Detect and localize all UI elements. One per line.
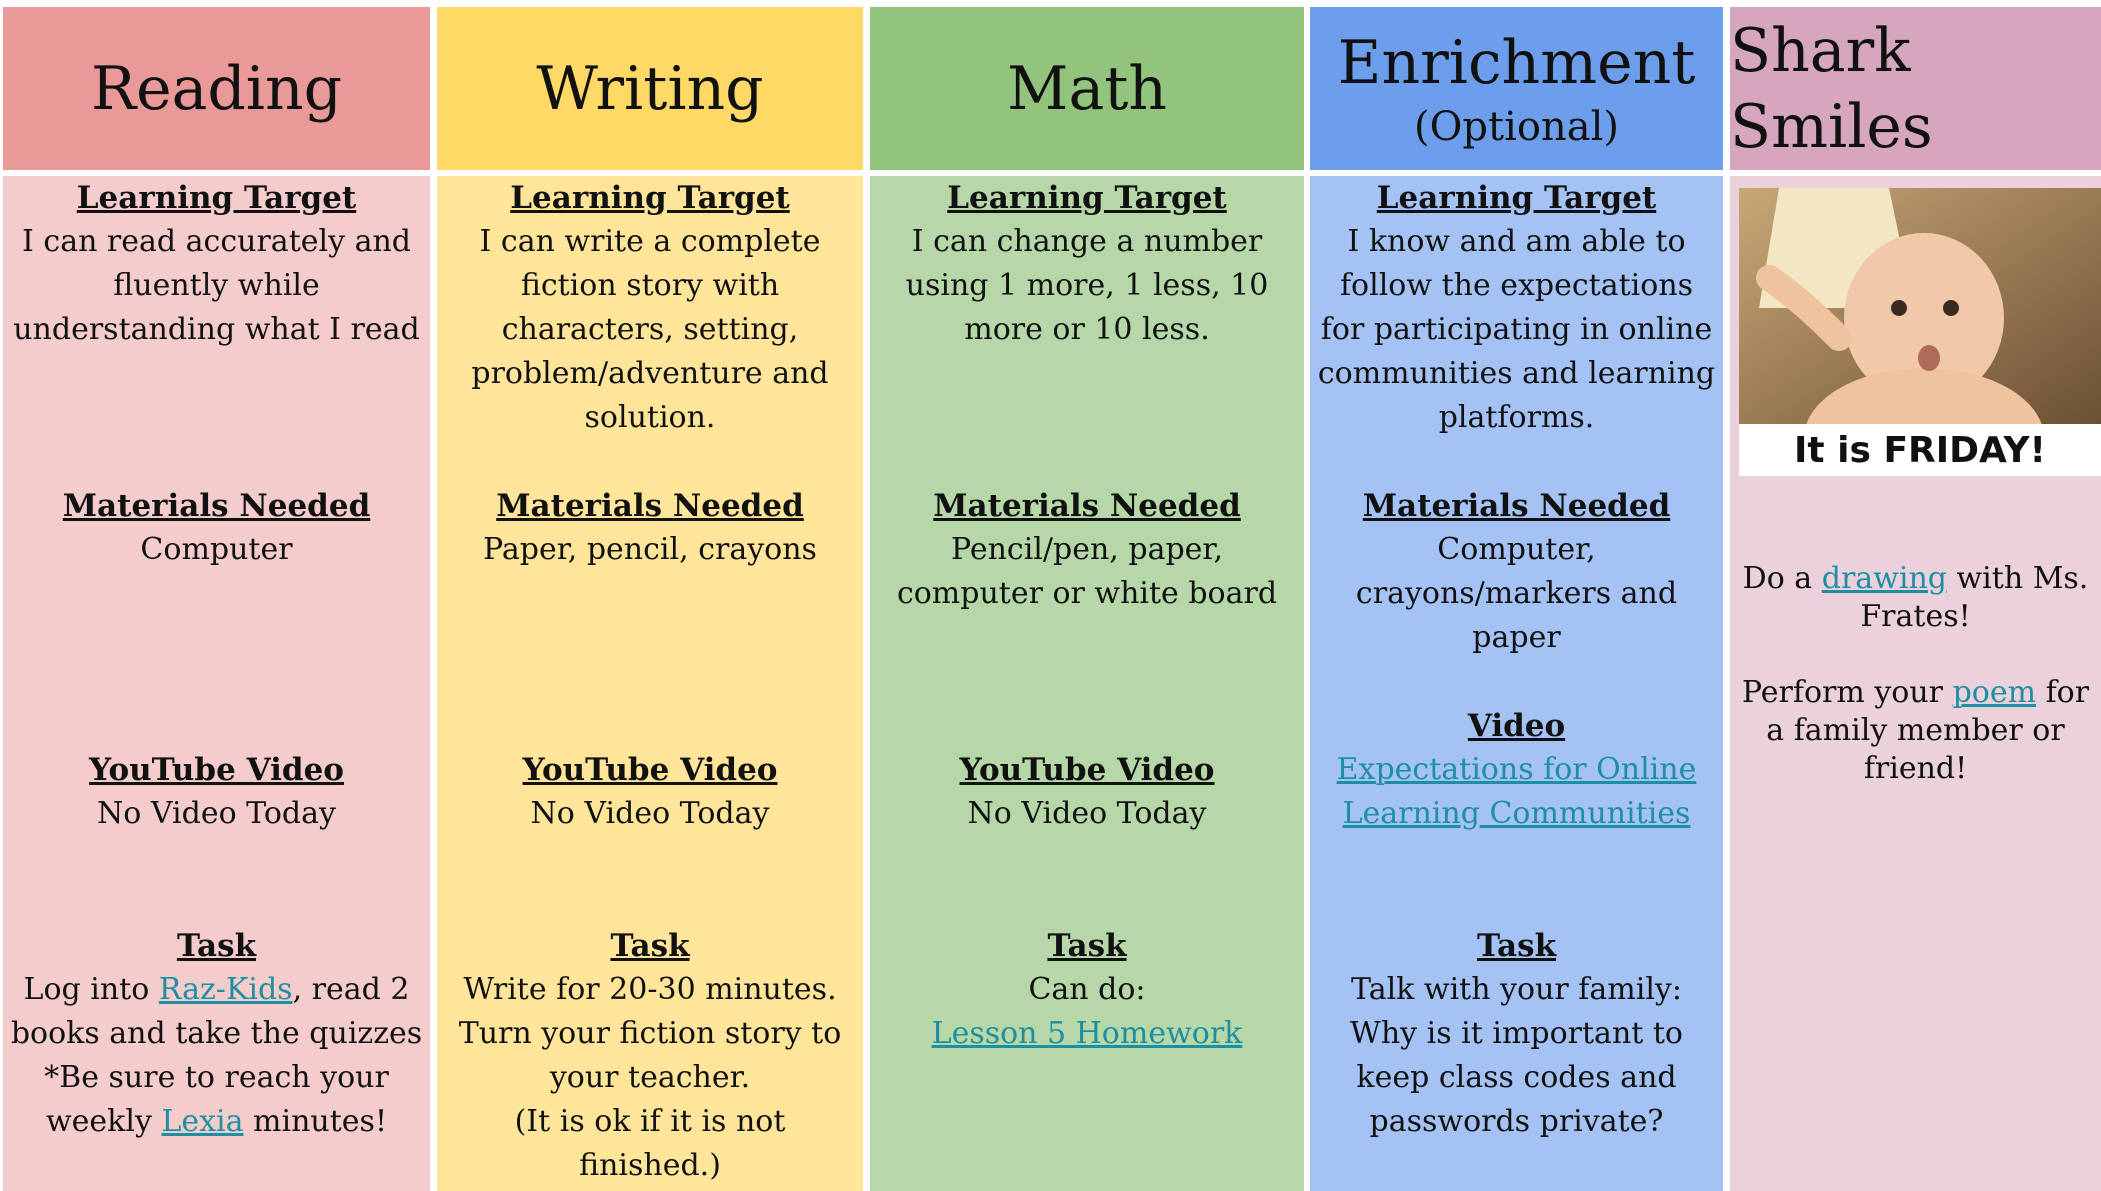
section-heading: Materials Needed [496,488,804,524]
section: Do a drawing with Ms. Frates! [1734,560,2097,636]
section-text: Log into [23,972,159,1007]
section: Learning Target I can read accurately and… [9,176,424,352]
section-heading: YouTube Video [89,752,344,788]
section-text: I can write a complete fiction story wit… [471,224,829,435]
section: Materials Needed Pencil/pen, paper, compu… [876,484,1298,616]
section-heading: Task [1476,928,1557,964]
column: Enrichment (Optional) Learning Target I kn… [1310,0,1723,1191]
section: Materials Needed Computer, crayons/marker… [1316,484,1717,660]
section-text: Paper, pencil, crayons [483,532,817,567]
section-text: No Video Today [967,796,1207,831]
column-title: Writing [536,53,764,124]
section: Video Expectations for Online Learning Co… [1316,704,1717,836]
section: Task Log into Raz-Kids, read 2 books and… [9,924,424,1144]
section-heading: Learning Target [1376,180,1657,216]
link[interactable]: drawing [1821,561,1947,596]
section: YouTube Video No Video Today [9,748,424,836]
section-heading: Task [610,928,690,964]
column-title: Enrichment [1337,27,1696,98]
column: Reading Learning Target I can read accura… [3,0,430,1191]
section: Learning Target I know and am able to fol… [1316,176,1717,440]
column-subtitle: (Optional) [1414,103,1619,150]
section-text: Pencil/pen, paper, computer or white boa… [896,532,1278,611]
photo: It is FRIDAY! [1739,188,2101,476]
section-text: I can read accurately and fluently while… [13,224,420,347]
section: Learning Target I can write a complete fi… [443,176,857,440]
section-text: I can change a number using 1 more, 1 le… [905,224,1269,347]
column-body: Learning Target I can write a complete fi… [437,176,863,1191]
column-header: Reading [3,7,430,170]
section-heading: Materials Needed [62,488,371,524]
column-body: Learning Target I can change a number usi… [870,176,1304,1191]
section-text: for a family member or friend! [1766,675,2090,786]
photo-caption: It is FRIDAY! [1794,430,2046,471]
section-heading: Materials Needed [1362,488,1671,524]
section: YouTube Video No Video Today [443,748,857,836]
section-text: Do a [1742,561,1822,596]
section-heading: Materials Needed [933,488,1241,524]
column: Math Learning Target I can change a numbe… [870,0,1304,1191]
section: Learning Target I can change a number usi… [876,176,1298,352]
section-text: No Video Today [530,796,770,831]
column-title: Reading [90,53,343,124]
section-heading: Learning Target [510,180,790,216]
link[interactable]: Lexia [161,1104,244,1139]
section-text: , read 2 books and take the quizzes [10,972,423,1051]
section-text: Write for 20-30 minutes. Turn your ficti… [458,972,842,1095]
section-text: *Be sure to reach your weekly [44,1060,389,1139]
link[interactable]: poem [1952,675,2037,710]
section-text: No Video Today [97,796,336,831]
section-heading: Task [1047,928,1127,964]
column: Shark Smiles It is FRIDAY! Do a drawing … [1730,0,2101,1191]
section: Materials Needed Computer [9,484,424,572]
link[interactable]: Raz-Kids [158,972,293,1007]
section: YouTube Video No Video Today [876,748,1298,836]
section-heading: YouTube Video [522,752,778,788]
column-title: Math [1007,53,1167,124]
section: Task Can do: Lesson 5 Homework [876,924,1298,1056]
column-body: It is FRIDAY! Do a drawing with Ms. Frat… [1730,176,2101,1191]
column-header: Writing [437,7,863,170]
section-text: (It is ok if it is not finished.) [514,1104,786,1183]
section-text: minutes! [243,1104,387,1139]
section-text: Computer [140,532,293,567]
column-header: Enrichment (Optional) [1310,7,1723,170]
section-text: Computer, crayons/markers and paper [1355,532,1678,655]
section-heading: YouTube Video [959,752,1215,788]
link[interactable]: Expectations for Online Learning Communi… [1336,752,1697,831]
section-text: I know and am able to follow the expecta… [1317,224,1716,435]
section-heading: Learning Target [947,180,1227,216]
link[interactable]: Lesson 5 Homework [931,1016,1243,1051]
column-title: Shark Smiles [1730,15,1933,162]
section-text: with Ms. Frates! [1860,561,2089,634]
section-text: Perform your [1741,675,1953,710]
column: Writing Learning Target I can write a com… [437,0,863,1191]
section-heading: Video [1467,708,1566,744]
column-body: Learning Target I can read accurately and… [3,176,430,1191]
section-heading: Task [176,928,257,964]
section-heading: Learning Target [76,180,357,216]
section-text: Talk with your family: Why is it importa… [1350,972,1683,1139]
section-text: Can do: [1028,972,1146,1007]
column-header: Math [870,7,1304,170]
section: Perform your poem for a family member or… [1734,674,2097,788]
section: Task Write for 20-30 minutes. Turn your f… [443,924,857,1188]
column-body: Learning Target I know and am able to fol… [1310,176,1723,1191]
column-header: Shark Smiles [1730,7,2101,170]
section: Task Talk with your family: Why is it imp… [1316,924,1717,1144]
section: Materials Needed Paper, pencil, crayons [443,484,857,572]
